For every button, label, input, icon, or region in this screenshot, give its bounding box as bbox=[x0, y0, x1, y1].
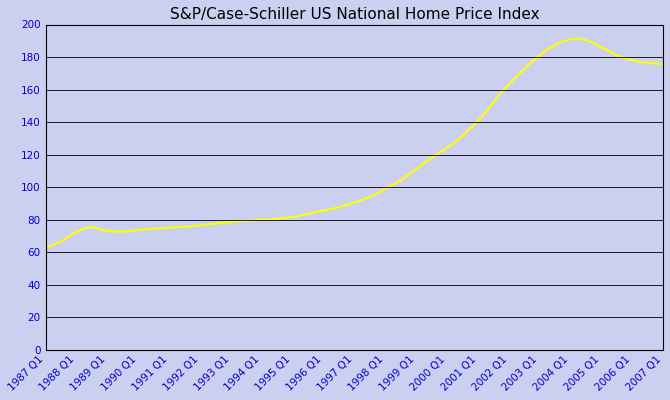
Title: S&P/Case-Schiller US National Home Price Index: S&P/Case-Schiller US National Home Price… bbox=[170, 7, 539, 22]
